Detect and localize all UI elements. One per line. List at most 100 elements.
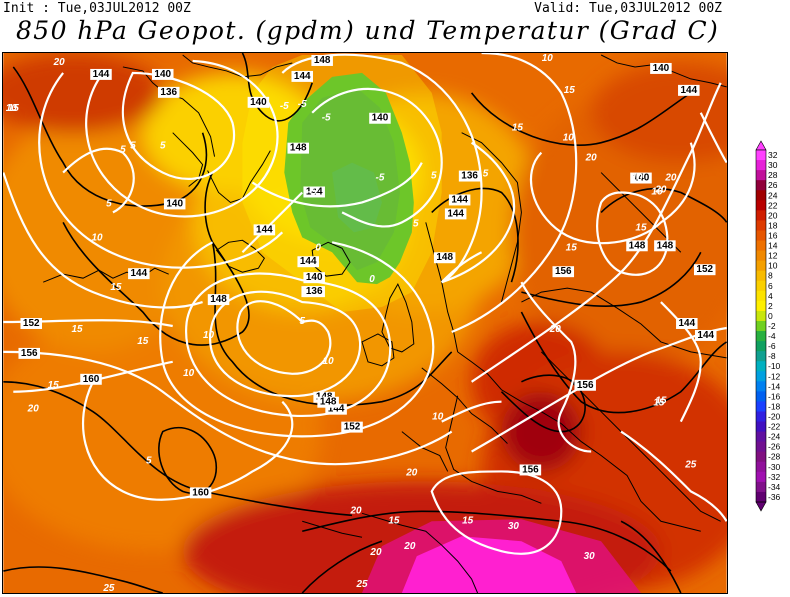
legend-swatch <box>756 351 766 362</box>
temperature-label-text: 0 <box>369 274 375 285</box>
temperature-label: 5 <box>120 145 126 156</box>
geopotential-label: 152 <box>693 264 716 275</box>
temperature-label: 15 <box>655 396 667 407</box>
temperature-label: -5 <box>322 113 331 124</box>
geopotential-label-text: 144 <box>256 224 273 235</box>
geopotential-label: 144 <box>678 85 700 96</box>
temperature-label-text: 5 <box>413 218 419 229</box>
geopotential-label-text: 136 <box>461 171 478 182</box>
legend-swatch <box>756 441 766 453</box>
legend-swatch <box>756 411 766 423</box>
weather-map[interactable]: 1441401361401441481401481441441401361401… <box>2 52 728 594</box>
valid-time: Valid: Tue,03JUL2012 00Z <box>534 1 722 16</box>
temperature-label-text: 20 <box>27 404 40 415</box>
isotherms <box>3 53 727 593</box>
geopotential-label-text: 144 <box>679 318 696 329</box>
geopotential-label-text: 160 <box>83 374 100 385</box>
geopotential-label-text: 148 <box>436 252 453 263</box>
temperature-label: 5 <box>299 316 305 327</box>
geopotential-label-text: 156 <box>577 380 594 391</box>
temperature-label-text: 20 <box>369 547 382 558</box>
legend-swatch <box>756 210 766 221</box>
legend-label: -8 <box>768 351 776 361</box>
temperature-label: 10 <box>6 103 18 114</box>
temperature-label: 20 <box>585 153 598 164</box>
temperature-label: 15 <box>388 515 400 526</box>
legend-swatch <box>756 260 766 272</box>
geopotential-label: 140 <box>303 272 325 283</box>
geopotential-label: 144 <box>291 71 313 82</box>
temperature-label-text: 16 <box>651 186 663 197</box>
legend-arrow-bottom <box>755 501 767 512</box>
geopotential-label: 140 <box>630 173 652 184</box>
temperature-label-text: 20 <box>349 505 362 516</box>
temperature-label: 15 <box>72 324 84 335</box>
geopotential-label: 144 <box>303 186 325 197</box>
legend-swatch <box>756 401 766 412</box>
legend-swatch <box>756 150 766 161</box>
geopotential-label-text: 140 <box>653 63 670 74</box>
legend-label: 14 <box>768 241 778 251</box>
legend-swatch <box>756 381 766 392</box>
legend-label: -22 <box>768 422 781 432</box>
temperature-label-text: 10 <box>542 53 554 64</box>
legend-label: -2 <box>768 321 776 331</box>
temperature-label: 16 <box>651 186 663 197</box>
legend-label: 28 <box>768 170 778 180</box>
temperature-label-text: 5 <box>120 145 126 156</box>
geopotential-label: 148 <box>287 143 310 154</box>
temperature-label-text: 25 <box>684 459 697 470</box>
geopotential-label: 156 <box>552 266 575 277</box>
geopotential-label: 136 <box>458 171 481 182</box>
geopotential-label-text: 140 <box>306 272 323 283</box>
legend-label: 30 <box>768 160 778 170</box>
legend-label: -26 <box>768 442 781 452</box>
temperature-label: 5 <box>160 141 166 152</box>
legend-swatch <box>756 280 766 292</box>
legend-label: 26 <box>768 180 778 190</box>
geopotential-label: 152 <box>20 318 42 329</box>
temperature-label-text: 15 <box>462 515 474 526</box>
temperature-label: -5 <box>308 186 317 197</box>
legend-label: 4 <box>768 291 773 301</box>
legend-swatch <box>756 331 766 342</box>
legend-label: -32 <box>768 472 781 482</box>
legend-label: 18 <box>768 220 778 230</box>
legend-swatch <box>756 471 766 483</box>
legend-label: -6 <box>768 341 776 351</box>
geopotential-label-text: 156 <box>555 266 572 277</box>
temperature-label-text: 30 <box>508 521 520 532</box>
geopotential-label: 156 <box>519 464 542 475</box>
legend-swatch <box>756 300 766 312</box>
temperature-label: 5 <box>431 171 437 182</box>
temperature-label-text: 10 <box>563 133 575 144</box>
geopotential-labels: 1441401361401441481401481441441401361401… <box>18 55 717 498</box>
temperature-label: 0 <box>369 274 375 285</box>
geopotential-label-text: 144 <box>306 186 323 197</box>
temperature-label: 5 <box>106 198 112 209</box>
legend-label: 0 <box>768 311 773 321</box>
temperature-label-text: -5 <box>308 186 317 197</box>
legend-swatch <box>756 491 766 503</box>
legend-swatch <box>756 170 766 181</box>
geopotential-label: 160 <box>189 487 212 498</box>
temperature-label: 0 <box>315 242 321 253</box>
temperature-label-text: 15 <box>8 103 20 114</box>
temperature-label: 10 <box>323 356 335 367</box>
geopotential-label: 140 <box>369 113 391 124</box>
temperature-label-text: 5 <box>146 455 152 466</box>
temperature-label-text: 15 <box>512 123 524 134</box>
legend-swatch <box>756 160 766 171</box>
geopotential-label-text: 148 <box>657 240 674 251</box>
temperature-label: 10 <box>563 133 575 144</box>
legend-label: -12 <box>768 371 781 381</box>
temperature-label: 20 <box>654 184 667 195</box>
temperature-label-text: 10 <box>91 232 103 243</box>
temperature-label: -5 <box>280 101 289 112</box>
temperature-label: 20 <box>664 173 677 184</box>
geopotential-label-text: 140 <box>372 113 389 124</box>
geopotential-label: 148 <box>317 397 339 408</box>
init-time: Init : Tue,03JUL2012 00Z <box>3 1 191 16</box>
temperature-label: 5 <box>483 169 489 180</box>
geopotential-label-text: 144 <box>300 256 317 267</box>
